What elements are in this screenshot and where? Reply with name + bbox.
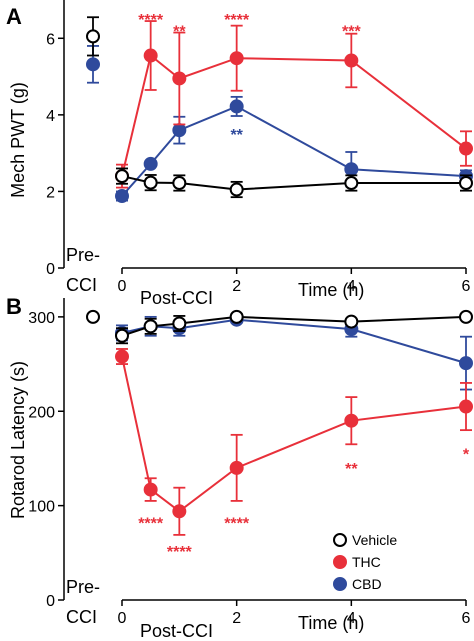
plot-area: 0 2 4 6 Mech PWT (g) 0 2 4 6 Pre- CCI Post-CCI Time …: [8, 0, 473, 641]
x-tick-label: 2: [232, 278, 241, 295]
significance-marker: ****: [138, 12, 164, 29]
x-axis-label: Time (h): [298, 280, 364, 300]
data-point: [229, 99, 244, 114]
significance-marker: ****: [224, 516, 250, 533]
data-point: [344, 314, 359, 329]
pre-cci-point: [86, 29, 100, 44]
data-point: [172, 71, 187, 86]
series-vehicle: [86, 309, 473, 345]
y-tick-label: 0: [46, 593, 55, 610]
y-tick-label: 2: [46, 184, 55, 201]
x-tick-label: 4: [347, 610, 356, 627]
series-vehicle: [86, 16, 473, 199]
chart-panel-b: 0 100 200 300 Rotarod Latency (s) 0 2 4 6 Pre- CCI…: [8, 298, 473, 641]
data-point: [115, 169, 129, 184]
data-point: [229, 460, 244, 475]
pre-cci-point: [86, 309, 100, 324]
post-cci-label: Post-CCI: [140, 621, 213, 641]
y-tick-label: 6: [46, 31, 55, 48]
x-tick-label: 2: [232, 610, 241, 627]
x-axis-label: Time (h): [298, 613, 364, 633]
pre-cci-label: Pre-: [66, 245, 100, 265]
significance-marker: **: [173, 24, 186, 41]
data-point: [344, 162, 359, 177]
y-tick-label: 100: [28, 499, 55, 516]
pre-cci-label: Pre-: [66, 577, 100, 597]
data-point: [344, 413, 359, 428]
data-point: [143, 175, 158, 190]
significance-marker: ****: [167, 544, 193, 561]
data-point: [115, 328, 129, 343]
data-point: [115, 349, 129, 364]
data-point: [459, 141, 473, 156]
y-tick-label: 4: [46, 108, 55, 125]
panel-b-letter: B: [6, 294, 22, 319]
significance-marker: *: [463, 447, 470, 464]
data-point: [344, 53, 359, 68]
data-point: [459, 356, 473, 371]
x-tick-label: 4: [347, 278, 356, 295]
data-point: [143, 48, 158, 63]
x-tick-label: 6: [462, 610, 471, 627]
panel-a-letter: A: [6, 4, 22, 29]
significance-marker: **: [230, 127, 243, 144]
legend-label-thc: THC: [352, 554, 381, 570]
significance-marker: ***: [342, 24, 361, 41]
data-point: [172, 504, 187, 519]
data-point: [229, 51, 244, 66]
data-point: [115, 189, 129, 204]
pre-cci-point: [86, 57, 100, 72]
data-point: [172, 176, 187, 191]
legend-label-vehicle: Vehicle: [352, 532, 397, 548]
x-tick-label: 0: [118, 278, 127, 295]
legend-marker-cbd: [333, 577, 347, 591]
legend: Vehicle THC CBD: [333, 532, 397, 592]
y-axis-label: Rotarod Latency (s): [8, 361, 28, 519]
data-point: [172, 123, 187, 138]
post-cci-label: Post-CCI: [140, 288, 213, 308]
y-tick-label: 0: [46, 261, 55, 278]
data-point: [459, 309, 473, 324]
data-point: [459, 399, 473, 414]
data-point: [172, 316, 187, 331]
y-tick-label: 200: [28, 404, 55, 421]
legend-label-cbd: CBD: [352, 576, 382, 592]
series-thc: [115, 348, 473, 536]
data-point: [229, 309, 244, 324]
data-point: [143, 319, 158, 334]
chart-panel-a: 0 2 4 6 Mech PWT (g) 0 2 4 6 Pre- CCI Post-CCI Time …: [8, 0, 473, 308]
series-cbd: [86, 45, 473, 204]
pre-cci-label: CCI: [66, 275, 97, 295]
series-thc: [115, 20, 473, 189]
legend-marker-thc: [333, 555, 347, 569]
y-tick-label: 300: [28, 310, 55, 327]
significance-marker: ****: [224, 12, 250, 29]
data-point: [459, 176, 473, 191]
data-point: [344, 176, 359, 191]
series-line: [121, 356, 467, 513]
significance-marker: ****: [138, 516, 164, 533]
series-line: [121, 105, 467, 197]
series-line: [121, 53, 467, 177]
pre-cci-label: CCI: [66, 607, 97, 627]
y-axis-label: Mech PWT (g): [8, 82, 28, 198]
legend-marker-vehicle: [333, 533, 347, 547]
significance-marker: **: [345, 461, 358, 478]
x-tick-label: 0: [118, 610, 127, 627]
data-point: [143, 156, 158, 171]
x-tick-label: 6: [462, 278, 471, 295]
data-point: [143, 482, 158, 497]
data-point: [229, 182, 244, 197]
